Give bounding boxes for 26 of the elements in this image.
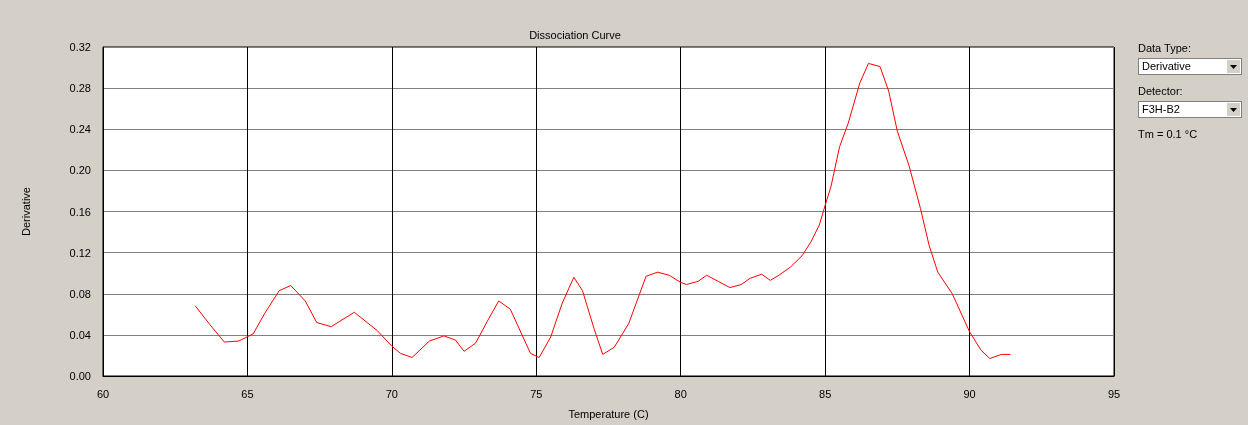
x-tick-label: 90: [963, 387, 976, 400]
text: Derivative: [1142, 60, 1191, 72]
y-tick-label: 0.16: [69, 205, 91, 218]
y-tick-label: 0.08: [69, 287, 91, 300]
line-series: [194, 62, 1011, 360]
text: F3H-B2: [1142, 103, 1180, 115]
y-tick-label: 0.20: [69, 164, 91, 177]
y-tick-label: 0.32: [69, 41, 91, 53]
text: Tm = 0.1 °C: [1138, 128, 1199, 140]
text: Data Type:: [1138, 42, 1192, 54]
x-tick-label: 60: [96, 387, 110, 400]
y-axis-title: Derivative: [19, 187, 32, 236]
y-tick-label: 0.28: [69, 82, 91, 95]
x-axis-title: Temperature (C): [568, 407, 649, 420]
x-tick-label: 95: [1107, 387, 1121, 400]
y-tick-label: 0.04: [69, 328, 91, 341]
text: Detector:: [1138, 85, 1184, 97]
x-tick-label: 75: [530, 387, 543, 400]
y-tick-label: 0.12: [69, 246, 91, 259]
x-tick-label: 80: [674, 387, 687, 400]
y-tick-label: 0.00: [69, 370, 91, 382]
x-tick-label: 65: [241, 387, 254, 400]
x-tick-label: 70: [385, 387, 398, 400]
y-tick-label: 0.24: [69, 123, 91, 136]
x-tick-label: 85: [819, 387, 832, 400]
chart-title: Dissociation Curve: [529, 28, 621, 41]
